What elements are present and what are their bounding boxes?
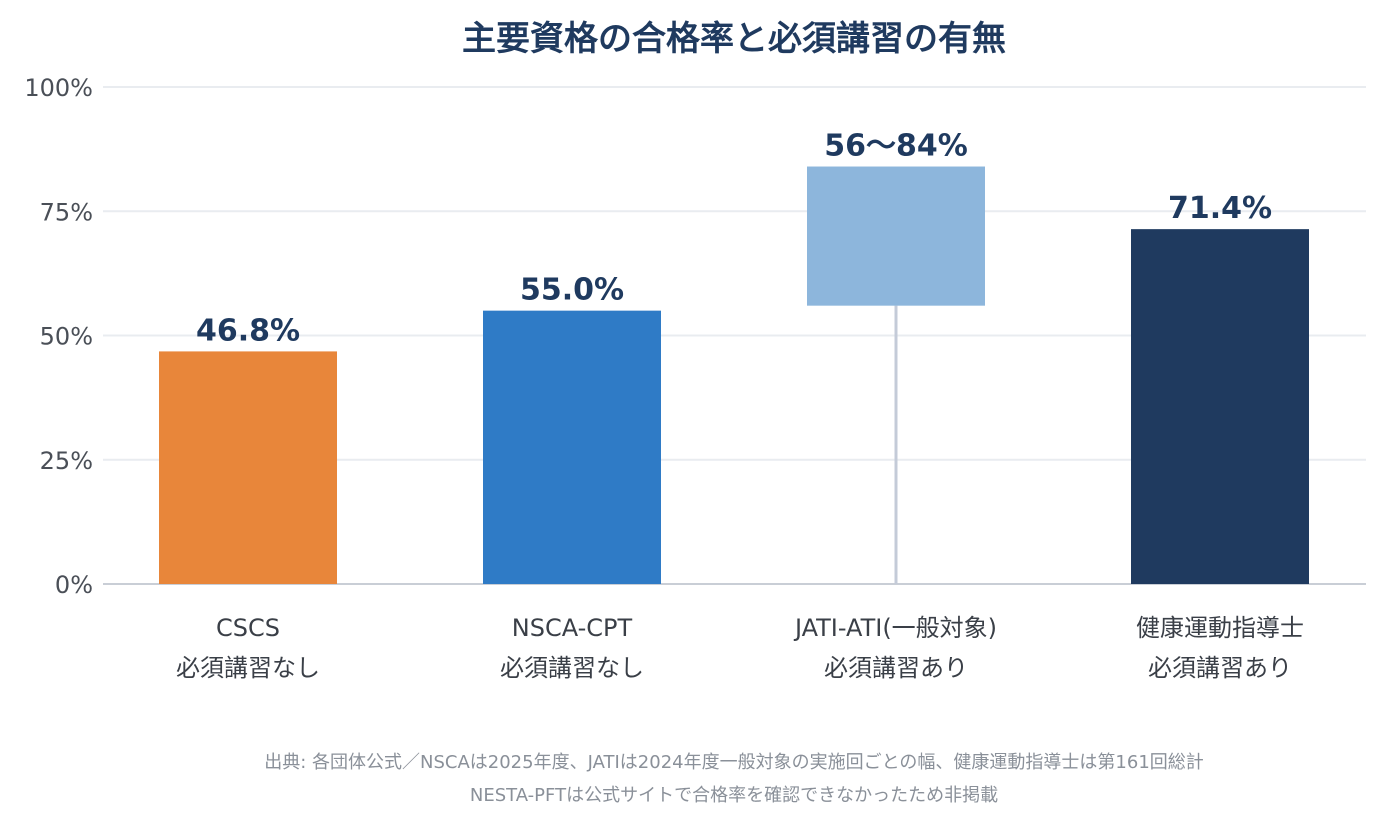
bar	[807, 166, 985, 306]
category-label: CSCS	[216, 614, 280, 642]
bar	[1131, 229, 1309, 584]
y-tick-label: 25%	[40, 447, 93, 475]
bar	[483, 310, 661, 584]
y-tick-label: 75%	[40, 198, 93, 226]
bar-data-label: 56〜84%	[824, 129, 968, 164]
x-axis-categories: CSCS 必須講習なし NSCA-CPT 必須講習なし JATI-ATI(一般対象) 必須…	[176, 614, 1304, 682]
category-sublabel: 必須講習なし	[176, 654, 320, 682]
y-tick-label: 100%	[24, 74, 93, 102]
source-line-1: 出典: 各団体公式／NSCAは2025年度、JATIは2024年度一般対象の実施…	[264, 752, 1204, 773]
category-sublabel: 必須講習なし	[500, 654, 644, 682]
category-label: 健康運動指導士	[1136, 614, 1304, 642]
y-tick-label: 50%	[40, 323, 93, 351]
source-line-2: NESTA-PFTは公式サイトで合格率を確認できなかったため非掲載	[470, 785, 998, 806]
bar-data-label: 46.8%	[196, 313, 300, 348]
y-tick-label: 0%	[55, 571, 93, 599]
category-label: JATI-ATI(一般対象)	[793, 614, 997, 642]
bar-data-label: 55.0%	[520, 273, 624, 308]
bar	[159, 351, 337, 584]
category-sublabel: 必須講習あり	[824, 654, 968, 682]
y-axis-ticks: 0% 25% 50% 75% 100%	[24, 74, 93, 599]
category-label: NSCA-CPT	[512, 614, 633, 642]
bar-data-label: 71.4%	[1168, 191, 1272, 226]
data-labels: 46.8% 55.0% 56〜84% 71.4%	[196, 129, 1272, 349]
chart-title: 主要資格の合格率と必須講習の有無	[462, 19, 1006, 59]
bars	[159, 166, 1309, 584]
category-sublabel: 必須講習あり	[1148, 654, 1292, 682]
